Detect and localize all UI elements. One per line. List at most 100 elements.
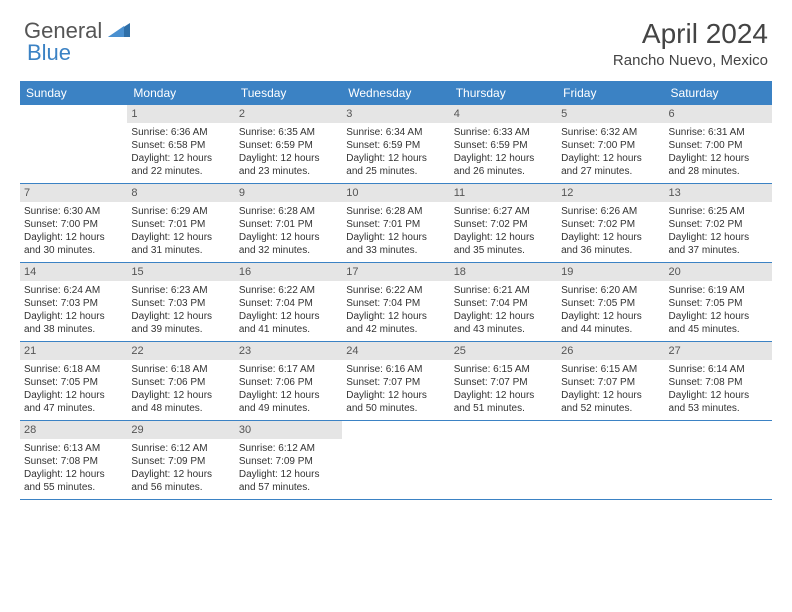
day-info-line: Sunset: 7:01 PM (131, 218, 230, 231)
day-info-line: Sunrise: 6:15 AM (454, 363, 553, 376)
day-info-line: and 23 minutes. (239, 165, 338, 178)
calendar-cell: 16Sunrise: 6:22 AMSunset: 7:04 PMDayligh… (235, 263, 342, 341)
calendar-body: 1 Sunrise: 6:36 AMSunset: 6:58 PM Daylight… (20, 105, 772, 500)
calendar-cell: 17Sunrise: 6:22 AMSunset: 7:04 PMDayligh… (342, 263, 449, 341)
day-info-line: Sunrise: 6:36 AM (131, 126, 230, 139)
day-info-line: Sunrise: 6:14 AM (669, 363, 768, 376)
calendar-cell: 11Sunrise: 6:27 AMSunset: 7:02 PMDayligh… (450, 184, 557, 262)
day-info-line: Daylight: 12 hours (454, 231, 553, 244)
calendar-header-cell: Monday (127, 81, 234, 105)
calendar-cell: 21Sunrise: 6:18 AMSunset: 7:05 PMDayligh… (20, 342, 127, 420)
day-info-line: Sunrise: 6:26 AM (561, 205, 660, 218)
day-info-line: Daylight: 12 hours (239, 468, 338, 481)
day-info-line: Sunset: 7:08 PM (24, 455, 123, 468)
day-number: 10 (342, 184, 449, 202)
day-info-line: and 50 minutes. (346, 402, 445, 415)
calendar-header-cell: Saturday (665, 81, 772, 105)
day-info-line: Sunset: 7:05 PM (669, 297, 768, 310)
day-info-line: Daylight: 12 hours (239, 231, 338, 244)
day-info-line: Sunset: 6:59 PM (239, 139, 338, 152)
day-info-line: and 48 minutes. (131, 402, 230, 415)
day-info-line: Sunset: 7:00 PM (24, 218, 123, 231)
calendar-cell: 28Sunrise: 6:13 AMSunset: 7:08 PMDayligh… (20, 421, 127, 499)
day-info-line: Sunrise: 6:13 AM (24, 442, 123, 455)
day-number: 1 (127, 105, 234, 123)
calendar-header-row: SundayMondayTuesdayWednesdayThursdayFrid… (20, 81, 772, 105)
day-info-line: Sunrise: 6:27 AM (454, 205, 553, 218)
day-info-line: Sunrise: 6:34 AM (346, 126, 445, 139)
day-number: 24 (342, 342, 449, 360)
day-info-line: and 52 minutes. (561, 402, 660, 415)
day-info-line: Sunset: 6:59 PM (346, 139, 445, 152)
calendar-cell: 23Sunrise: 6:17 AMSunset: 7:06 PMDayligh… (235, 342, 342, 420)
day-info-line: and 45 minutes. (669, 323, 768, 336)
day-info-line: and 39 minutes. (131, 323, 230, 336)
day-number: 6 (665, 105, 772, 123)
day-info-line: and 33 minutes. (346, 244, 445, 257)
day-info-line: Sunset: 6:58 PM (131, 139, 230, 152)
calendar-cell: 26Sunrise: 6:15 AMSunset: 7:07 PMDayligh… (557, 342, 664, 420)
day-number: 27 (665, 342, 772, 360)
day-info-line: Daylight: 12 hours (131, 231, 230, 244)
day-info-line: and 25 minutes. (346, 165, 445, 178)
day-number: 12 (557, 184, 664, 202)
calendar-cell (557, 421, 664, 499)
day-info-line: and 42 minutes. (346, 323, 445, 336)
day-info-line: Sunrise: 6:32 AM (561, 126, 660, 139)
day-number: 26 (557, 342, 664, 360)
day-number: 3 (342, 105, 449, 123)
day-info-line: Sunrise: 6:29 AM (131, 205, 230, 218)
day-number: 22 (127, 342, 234, 360)
day-info-line: Sunrise: 6:18 AM (131, 363, 230, 376)
day-info-line: Daylight: 12 hours (239, 310, 338, 323)
day-number: 13 (665, 184, 772, 202)
day-number: 30 (235, 421, 342, 439)
day-number: 2 (235, 105, 342, 123)
day-info-line: Sunrise: 6:35 AM (239, 126, 338, 139)
day-info-line: Sunset: 7:03 PM (131, 297, 230, 310)
day-info-line: Sunset: 6:59 PM (454, 139, 553, 152)
calendar-row: 1 Sunrise: 6:36 AMSunset: 6:58 PM Daylight… (20, 105, 772, 184)
day-info-line: Sunset: 7:09 PM (239, 455, 338, 468)
day-number: 19 (557, 263, 664, 281)
day-info-line: and 53 minutes. (669, 402, 768, 415)
logo-triangle-icon (108, 21, 130, 42)
day-info-line: and 30 minutes. (24, 244, 123, 257)
day-info-line: Sunrise: 6:31 AM (669, 126, 768, 139)
calendar-cell: 14 Sunrise: 6:24 AMSunset: 7:03 PMDayligh… (20, 263, 127, 341)
day-info-line: and 41 minutes. (239, 323, 338, 336)
day-info-line: Daylight: 12 hours (131, 310, 230, 323)
day-info-line: and 55 minutes. (24, 481, 123, 494)
day-info-line: Sunrise: 6:20 AM (561, 284, 660, 297)
calendar-cell: 12Sunrise: 6:26 AMSunset: 7:02 PMDayligh… (557, 184, 664, 262)
day-number: 11 (450, 184, 557, 202)
calendar-cell (342, 421, 449, 499)
day-info-line: Sunrise: 6:25 AM (669, 205, 768, 218)
calendar-row: 14Sunrise: 6:24 AMSunset: 7:03 PMDayligh… (20, 263, 772, 342)
day-number: 29 (127, 421, 234, 439)
day-info-line: Sunrise: 6:28 AM (346, 205, 445, 218)
calendar-cell: 18Sunrise: 6:21 AMSunset: 7:04 PMDayligh… (450, 263, 557, 341)
day-info-line: Sunset: 7:03 PM (24, 297, 123, 310)
calendar-row: 21Sunrise: 6:18 AMSunset: 7:05 PMDayligh… (20, 342, 772, 421)
day-info-line: Sunrise: 6:24 AM (24, 284, 123, 297)
day-info-line: Daylight: 12 hours (24, 310, 123, 323)
day-info-line: Daylight: 12 hours (346, 231, 445, 244)
day-info-line: and 44 minutes. (561, 323, 660, 336)
day-info-line: Daylight: 12 hours (669, 231, 768, 244)
day-number: 14 (20, 263, 127, 281)
day-info-line: and 47 minutes. (24, 402, 123, 415)
day-info-line: Daylight: 12 hours (561, 152, 660, 165)
day-info-line: Sunset: 7:00 PM (669, 139, 768, 152)
day-info-line: Sunset: 7:04 PM (454, 297, 553, 310)
day-number: 17 (342, 263, 449, 281)
day-info-line: Daylight: 12 hours (24, 231, 123, 244)
calendar-cell: 30Sunrise: 6:12 AMSunset: 7:09 PMDayligh… (235, 421, 342, 499)
calendar-cell: 19Sunrise: 6:20 AMSunset: 7:05 PMDayligh… (557, 263, 664, 341)
calendar-cell (450, 421, 557, 499)
logo-text-blue: Blue (27, 40, 71, 65)
day-info-line: Daylight: 12 hours (669, 389, 768, 402)
day-info-line: Sunset: 7:02 PM (561, 218, 660, 231)
calendar-cell: 29Sunrise: 6:12 AMSunset: 7:09 PMDayligh… (127, 421, 234, 499)
day-number: 28 (20, 421, 127, 439)
